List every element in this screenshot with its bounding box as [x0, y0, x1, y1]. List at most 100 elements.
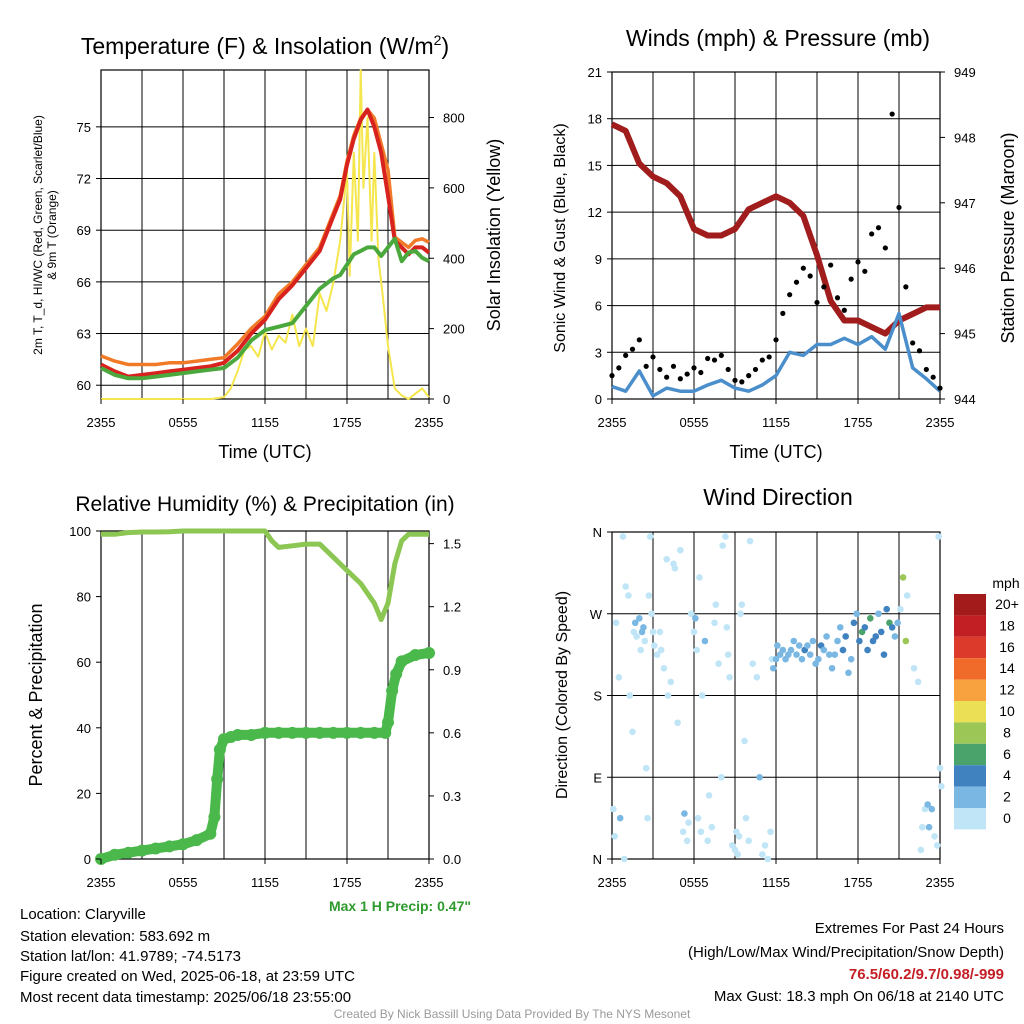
legend-label: 2	[1003, 789, 1011, 805]
legend-label: 12	[999, 682, 1015, 698]
direction-point	[693, 646, 701, 654]
title-end: )	[441, 33, 449, 59]
direction-point	[641, 637, 649, 645]
direction-point	[690, 628, 698, 636]
direction-point	[917, 846, 925, 854]
direction-point	[694, 814, 702, 822]
direction-point	[749, 660, 757, 668]
direction-point	[850, 619, 858, 627]
precip-point	[213, 743, 226, 756]
gust-point	[869, 231, 875, 237]
precip-point	[136, 844, 148, 857]
gust-point	[643, 363, 649, 369]
direction-point	[845, 669, 852, 677]
legend-label: 14	[999, 660, 1015, 676]
direction-point	[640, 624, 647, 631]
legend-swatch	[954, 722, 986, 744]
direction-point	[664, 692, 672, 699]
humidity-panel-ytick-label: 20	[77, 786, 91, 801]
wind-direction-panel-title: Wind Direction	[703, 484, 853, 510]
legend-label: 0	[1003, 810, 1011, 826]
temperature-panel-title: Temperature (F) & Insolation (W/m2)	[81, 32, 449, 59]
direction-point	[787, 646, 795, 654]
max-precip-annotation: Max 1 H Precip: 0.47"	[329, 898, 471, 914]
legend-label: 18	[999, 617, 1015, 633]
humidity-panel-ytick-label: 80	[77, 590, 91, 605]
temperature-panel-ytick-label: 60	[77, 378, 91, 393]
station-location: Location: Claryville	[20, 906, 146, 923]
humidity-panel-frame: 2355 0555 1155 1755 2355 0 20 40 60 80 100 0.0 0.3 0.…	[26, 493, 471, 914]
direction-point	[847, 655, 855, 663]
precip-point	[354, 726, 367, 739]
legend-swatch	[954, 679, 986, 701]
direction-point	[701, 637, 709, 645]
direction-point	[826, 651, 833, 658]
direction-point	[798, 655, 806, 663]
precip-point	[245, 728, 258, 741]
gust-point	[930, 374, 936, 380]
winds-panel-ytick-label: 15	[588, 158, 602, 173]
direction-point	[809, 637, 817, 645]
direction-point	[761, 842, 769, 849]
precip-point	[122, 846, 135, 859]
gust-point	[629, 346, 636, 352]
winds-panel-ylabel-right: Station Pressure (Maroon)	[998, 132, 1018, 343]
direction-point	[723, 624, 731, 631]
precip-point	[368, 726, 381, 739]
direction-point	[644, 814, 651, 822]
direction-point	[793, 651, 800, 658]
gust-point	[616, 365, 622, 371]
gust-point	[766, 354, 772, 360]
gust-point	[691, 365, 697, 371]
gust-point	[787, 292, 793, 298]
direction-point	[933, 842, 941, 849]
legend-label: 4	[1003, 767, 1011, 783]
winds-panel-ytick-label: 0	[595, 392, 602, 407]
direction-point	[660, 664, 668, 672]
gust-point	[746, 373, 752, 379]
gust-point	[923, 366, 929, 373]
temperature-panel-ytick-label: 66	[77, 275, 91, 290]
wind-direction-panel-ytick-label: E	[593, 770, 602, 785]
gust-point	[657, 366, 663, 373]
direction-point	[649, 628, 657, 636]
direction-point	[842, 633, 849, 640]
legend-swatch	[954, 594, 986, 616]
direction-point	[631, 619, 639, 627]
temperature-panel-xtick-label: 2355	[87, 415, 116, 430]
precip-point	[204, 827, 217, 840]
legend-swatch	[954, 636, 986, 659]
humidity-panel-xtick-label: 1155	[251, 875, 279, 890]
direction-point	[856, 637, 863, 645]
direction-point	[834, 637, 841, 645]
direction-point	[924, 801, 931, 808]
humidity-panel-ytick-label: 100	[69, 524, 91, 539]
humidity-panel-ytick-right-label: 1.2	[443, 600, 461, 615]
direction-point	[903, 592, 911, 599]
wind-direction-panel-ytick-label: N	[593, 525, 602, 540]
direction-point	[615, 674, 623, 681]
gust-point	[916, 348, 923, 354]
direction-point	[742, 814, 750, 822]
direction-point	[705, 792, 713, 799]
max-gust: Max Gust: 18.3 mph On 06/18 at 2140 UTC	[713, 988, 1004, 1005]
direction-point	[867, 614, 874, 622]
legend-label: 6	[1003, 746, 1011, 762]
wind-direction-panel-xtick-label: 1755	[844, 875, 873, 890]
wind-direction-panel-xtick-label: 2355	[598, 875, 627, 890]
precip-point	[211, 773, 224, 786]
direction-point	[651, 642, 658, 649]
winds-panel-ytick-right-label: 947	[954, 196, 976, 211]
winds-panel-xtick-label: 1155	[762, 415, 790, 430]
gust-point	[828, 262, 834, 268]
direction-point	[928, 805, 936, 813]
humidity-panel-ytick-label: 60	[77, 655, 91, 670]
wind-direction-panel-ytick-label: W	[590, 607, 603, 622]
direction-point	[619, 533, 627, 540]
direction-point	[679, 828, 687, 836]
direction-point	[779, 646, 787, 654]
direction-point	[839, 646, 847, 654]
direction-point	[831, 651, 839, 658]
legend-label: 8	[1003, 724, 1011, 740]
gust-point	[752, 366, 759, 373]
